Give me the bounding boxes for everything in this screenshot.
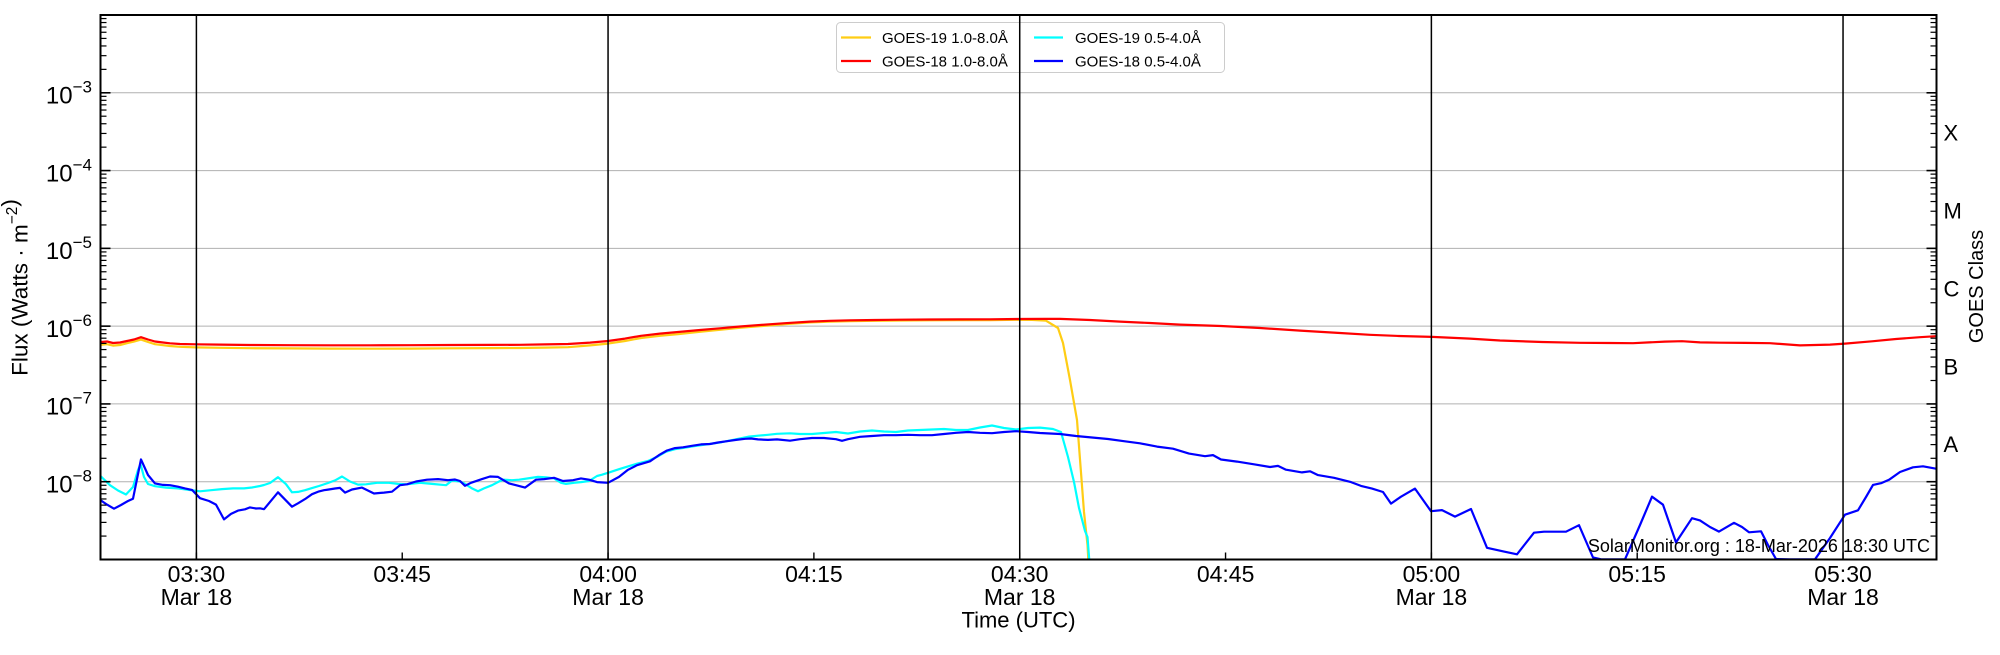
svg-text:04:30: 04:30 [991,561,1049,587]
svg-text:Mar 18: Mar 18 [984,584,1056,610]
svg-text:C: C [1944,276,1960,301]
svg-text:Mar 18: Mar 18 [161,584,233,610]
svg-text:Time (UTC): Time (UTC) [961,608,1075,633]
svg-text:SolarMonitor.org : 18-Mar-2026: SolarMonitor.org : 18-Mar-2026 18:30 UTC [1588,536,1930,556]
svg-text:10−7: 10−7 [46,389,92,421]
svg-text:M: M [1944,199,1962,224]
svg-text:GOES-19 1.0-8.0Å: GOES-19 1.0-8.0Å [882,30,1008,47]
svg-text:X: X [1944,121,1959,146]
svg-text:04:15: 04:15 [785,561,843,587]
svg-text:Mar 18: Mar 18 [572,584,644,610]
svg-text:03:30: 03:30 [168,561,226,587]
svg-text:Mar 18: Mar 18 [1807,584,1879,610]
svg-text:B: B [1944,354,1959,379]
svg-text:GOES-18 0.5-4.0Å: GOES-18 0.5-4.0Å [1075,54,1201,71]
svg-text:04:45: 04:45 [1197,561,1255,587]
svg-text:05:30: 05:30 [1814,561,1872,587]
svg-text:GOES Class: GOES Class [1966,230,1988,343]
svg-text:GOES-18 1.0-8.0Å: GOES-18 1.0-8.0Å [882,54,1008,71]
svg-text:GOES-19 0.5-4.0Å: GOES-19 0.5-4.0Å [1075,30,1201,47]
svg-text:05:15: 05:15 [1608,561,1666,587]
svg-text:05:00: 05:00 [1403,561,1461,587]
svg-text:04:00: 04:00 [579,561,637,587]
svg-text:A: A [1944,432,1959,457]
svg-text:Mar 18: Mar 18 [1396,584,1468,610]
svg-text:03:45: 03:45 [373,561,431,587]
svg-text:10−5: 10−5 [46,233,92,265]
